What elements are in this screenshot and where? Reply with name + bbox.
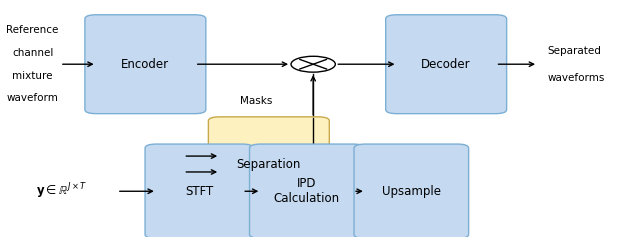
FancyBboxPatch shape [386, 15, 507, 114]
Text: channel: channel [12, 48, 53, 58]
FancyBboxPatch shape [145, 144, 253, 237]
Text: $\mathbf{y} \in \mathbb{R}^{J \times T}$: $\mathbf{y} \in \mathbb{R}^{J \times T}$ [36, 182, 88, 201]
Text: waveform: waveform [6, 93, 59, 103]
FancyBboxPatch shape [354, 144, 468, 237]
FancyBboxPatch shape [85, 15, 206, 114]
Text: Upsample: Upsample [382, 185, 441, 198]
Text: Masks: Masks [239, 96, 272, 105]
FancyBboxPatch shape [209, 117, 330, 211]
Text: IPD
Calculation: IPD Calculation [274, 177, 340, 205]
Text: Separated: Separated [547, 46, 602, 56]
Text: Encoder: Encoder [122, 58, 170, 71]
Text: Decoder: Decoder [421, 58, 471, 71]
Text: waveforms: waveforms [547, 73, 605, 83]
FancyBboxPatch shape [250, 144, 364, 237]
Text: Separation: Separation [237, 158, 301, 171]
Text: STFT: STFT [185, 185, 213, 198]
Text: Reference: Reference [6, 25, 59, 35]
Circle shape [291, 56, 335, 72]
Text: mixture: mixture [12, 71, 53, 81]
